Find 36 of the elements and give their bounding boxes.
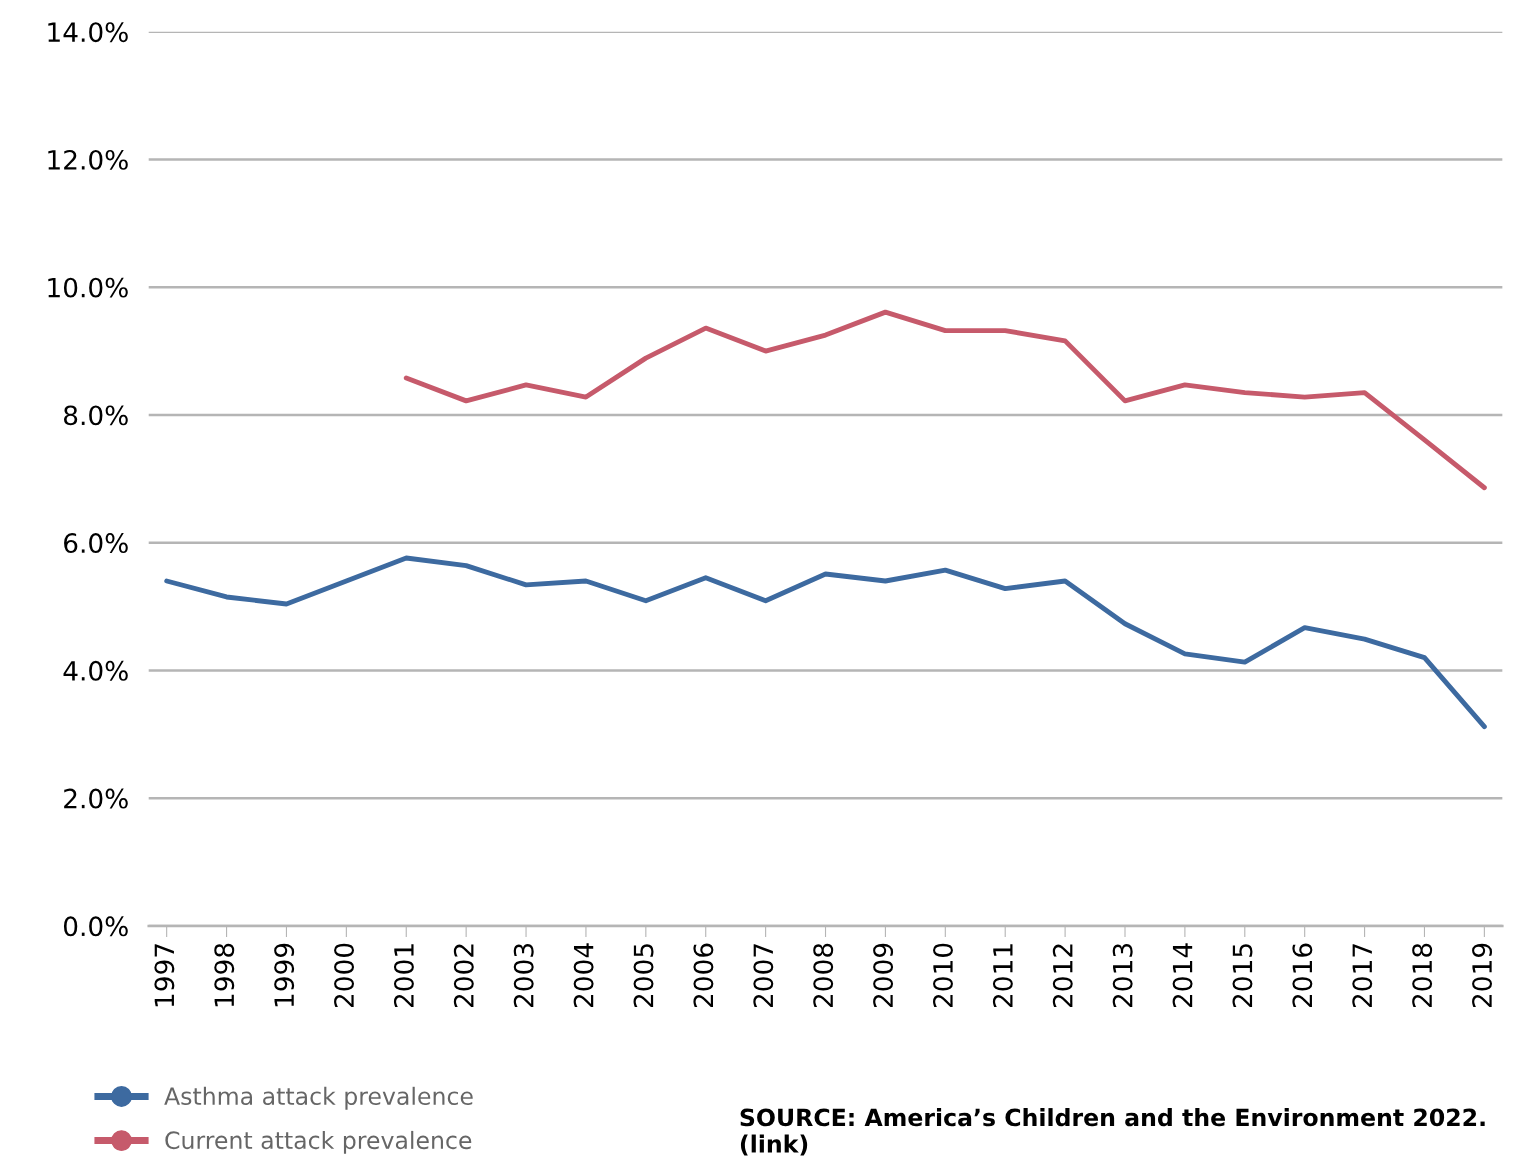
x-tick-label: 1998 <box>214 943 235 1007</box>
x-tick-label: 2004 <box>573 943 594 1008</box>
x-tick-label: 2015 <box>1232 944 1253 1008</box>
x-tick-label: 2008 <box>813 943 834 1008</box>
x-tick-label: 2002 <box>453 944 474 1008</box>
x-tick-label: 2011 <box>992 944 1013 1008</box>
source-note: SOURCE: America’s Children and the Environment 2022. (link) <box>740 1108 1485 1156</box>
x-tick-label: 2005 <box>633 944 654 1008</box>
x-tick-label: 2016 <box>1292 943 1313 1008</box>
y-tick-label: 14.0% <box>48 22 128 43</box>
y-tick-label: 0.0% <box>63 916 128 937</box>
y-tick-label: 6.0% <box>64 533 128 554</box>
x-tick-label: 2010 <box>933 943 953 1008</box>
y-tick-label: 12.0% <box>48 149 128 170</box>
x-tick-label: 2007 <box>753 944 774 1008</box>
x-tick-label: 2017 <box>1352 944 1373 1008</box>
legend-label: Current attack prevalence <box>165 1130 472 1154</box>
y-tick-label: 2.0% <box>64 788 128 809</box>
x-tick-label: 2018 <box>1412 943 1433 1008</box>
legend-label: Asthma attack prevalence <box>164 1086 473 1110</box>
x-tick-label: 2006 <box>693 943 714 1008</box>
x-tick-label: 2019 <box>1472 943 1493 1008</box>
x-tick-label: 2013 <box>1112 943 1133 1008</box>
x-tick-label: 2014 <box>1172 943 1193 1008</box>
y-tick-label: 8.0% <box>64 405 128 426</box>
x-tick-label: 2012 <box>1052 944 1073 1008</box>
line-series <box>403 309 1487 491</box>
x-tick-label: 2000 <box>334 943 355 1008</box>
x-tick-label: 1997 <box>154 944 175 1007</box>
y-tick-label: 4.0% <box>63 660 128 681</box>
x-tick-label: 2009 <box>873 943 894 1008</box>
x-tick-label: 1999 <box>274 943 295 1007</box>
x-tick-label: 2001 <box>393 944 414 1008</box>
line-series <box>164 555 1487 730</box>
x-tick-label: 2003 <box>513 943 534 1008</box>
y-tick-label: 10.0% <box>48 277 128 298</box>
